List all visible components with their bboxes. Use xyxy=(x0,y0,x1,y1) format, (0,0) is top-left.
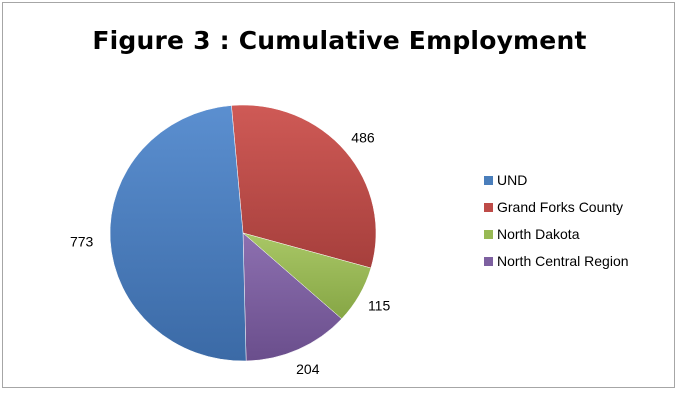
chart-title: Figure 3 : Cumulative Employment xyxy=(92,26,587,55)
data-label-north-central-region: 204 xyxy=(296,361,320,377)
pie-slice-und xyxy=(109,105,247,362)
legend-swatch xyxy=(484,230,493,239)
legend-swatch xyxy=(484,257,493,266)
data-label-north-dakota: 115 xyxy=(368,298,391,314)
pie-slice-north-central-region xyxy=(242,232,343,362)
legend-label: Grand Forks County xyxy=(497,199,624,215)
data-label-grand-forks-county: 486 xyxy=(351,130,375,146)
legend-label: North Central Region xyxy=(497,253,629,269)
data-label-und: 773 xyxy=(70,233,94,249)
legend-swatch xyxy=(484,203,493,212)
legend-label: UND xyxy=(497,172,528,188)
legend-label: North Dakota xyxy=(497,226,580,242)
pie-slice-grand-forks-county xyxy=(231,104,377,269)
legend-swatch xyxy=(484,176,493,185)
